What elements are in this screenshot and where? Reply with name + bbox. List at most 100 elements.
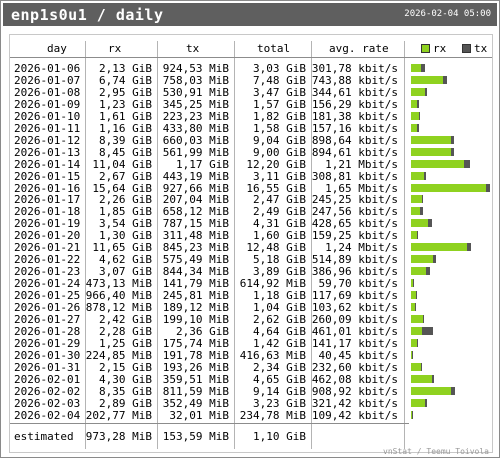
cell-tx: 32,01 MiB	[169, 409, 229, 422]
cell-rate: 321,42 kbit/s	[311, 397, 398, 410]
cell-total: 16,55 GiB	[246, 182, 306, 195]
cell-tx: 658,12 MiB	[162, 205, 229, 218]
cell-tx: 758,03 MiB	[162, 74, 229, 87]
cell-total: 1,57 GiB	[253, 98, 306, 111]
cell-tx: 175,74 MiB	[162, 337, 229, 350]
cell-rx: 1,25 GiB	[99, 337, 152, 350]
cell-rate: 898,64 kbit/s	[311, 134, 398, 147]
cell-tx: 359,51 MiB	[162, 373, 229, 386]
bar-tx	[451, 136, 454, 144]
cell-total: 1,82 GiB	[253, 110, 306, 123]
estimated-tx: 153,59 MiB	[162, 430, 229, 443]
bar-rx	[411, 375, 432, 383]
cell-rate: 157,16 kbit/s	[311, 122, 398, 135]
cell-rx: 1,61 GiB	[99, 110, 152, 123]
bar-tx	[417, 339, 418, 347]
bar-rx	[411, 387, 451, 395]
header-divider	[10, 57, 492, 58]
cell-total: 9,14 GiB	[253, 385, 306, 398]
cell-day: 2026-01-07	[14, 74, 81, 87]
cell-rate: 461,01 kbit/s	[311, 325, 398, 338]
cell-rate: 386,96 kbit/s	[311, 265, 398, 278]
cell-rx: 1,16 GiB	[99, 122, 152, 135]
cell-total: 5,18 GiB	[253, 253, 306, 266]
cell-total: 3,89 GiB	[253, 265, 306, 278]
cell-rate: 894,61 kbit/s	[311, 146, 398, 159]
cell-day: 2026-01-30	[14, 349, 81, 362]
column-header-day: day	[47, 42, 67, 55]
cell-total: 9,04 GiB	[253, 134, 306, 147]
cell-day: 2026-01-10	[14, 110, 81, 123]
cell-rate: 462,08 kbit/s	[311, 373, 398, 386]
bar-tx	[417, 124, 419, 132]
bar-tx	[422, 195, 423, 203]
cell-total: 9,00 GiB	[253, 146, 306, 159]
bar-rx	[411, 351, 412, 359]
legend-tx-label: tx	[474, 42, 488, 55]
cell-total: 2,62 GiB	[253, 313, 306, 326]
cell-total: 1,58 GiB	[253, 122, 306, 135]
bar-rx	[411, 88, 425, 96]
cell-total: 2,47 GiB	[253, 193, 306, 206]
column-separator	[311, 41, 312, 449]
bar-tx	[416, 291, 417, 299]
cell-day: 2026-01-24	[14, 277, 81, 290]
cell-rx: 4,62 GiB	[99, 253, 152, 266]
bar-tx	[451, 387, 455, 395]
bar-tx	[425, 88, 427, 96]
cell-day: 2026-02-02	[14, 385, 81, 398]
cell-total: 4,65 GiB	[253, 373, 306, 386]
bar-rx	[411, 195, 422, 203]
cell-rx: 1,30 GiB	[99, 229, 152, 242]
cell-rx: 2,13 GiB	[99, 62, 152, 75]
cell-day: 2026-01-25	[14, 289, 81, 302]
cell-day: 2026-01-23	[14, 265, 81, 278]
cell-total: 1,42 GiB	[253, 337, 306, 350]
bar-rx	[411, 267, 426, 275]
bar-tx	[417, 231, 418, 239]
daily-table: day rx tx total avg. rate rx tx 2026-01-…	[9, 34, 493, 453]
cell-rate: 103,62 kbit/s	[311, 301, 398, 314]
cell-tx: 352,49 MiB	[162, 397, 229, 410]
estimated-divider	[10, 423, 409, 424]
cell-day: 2026-01-16	[14, 182, 81, 195]
cell-day: 2026-01-17	[14, 193, 81, 206]
bar-tx	[467, 243, 471, 251]
cell-day: 2026-01-28	[14, 325, 81, 338]
bar-rx	[411, 124, 417, 132]
bar-tx	[415, 303, 416, 311]
cell-day: 2026-01-22	[14, 253, 81, 266]
cell-rx: 4,30 GiB	[99, 373, 152, 386]
cell-tx: 223,23 MiB	[162, 110, 229, 123]
bar-tx	[451, 148, 454, 156]
cell-rx: 2,28 GiB	[99, 325, 152, 338]
cell-total: 12,20 GiB	[246, 158, 306, 171]
cell-total: 12,48 GiB	[246, 241, 306, 254]
cell-day: 2026-01-08	[14, 86, 81, 99]
cell-rate: 260,09 kbit/s	[311, 313, 398, 326]
cell-day: 2026-01-26	[14, 301, 81, 314]
cell-tx: 443,19 MiB	[162, 170, 229, 183]
bar-rx	[411, 339, 417, 347]
cell-day: 2026-01-06	[14, 62, 81, 75]
bar-rx	[411, 231, 417, 239]
cell-day: 2026-01-27	[14, 313, 81, 326]
cell-total: 614,92 MiB	[239, 277, 306, 290]
cell-day: 2026-01-19	[14, 217, 81, 230]
bar-rx	[411, 160, 464, 168]
cell-rate: 908,92 kbit/s	[311, 385, 398, 398]
bar-tx	[428, 219, 432, 227]
cell-day: 2026-01-15	[14, 170, 81, 183]
bar-tx	[432, 375, 434, 383]
cell-day: 2026-01-11	[14, 122, 81, 135]
cell-rate: 1,65 Mbit/s	[325, 182, 398, 195]
bar-rx	[411, 279, 413, 287]
cell-rx: 8,39 GiB	[99, 134, 152, 147]
bar-rx	[411, 136, 451, 144]
cell-total: 2,49 GiB	[253, 205, 306, 218]
bar-tx	[420, 207, 423, 215]
cell-total: 2,34 GiB	[253, 361, 306, 374]
cell-total: 234,78 MiB	[239, 409, 306, 422]
cell-rx: 224,85 MiB	[85, 349, 152, 362]
